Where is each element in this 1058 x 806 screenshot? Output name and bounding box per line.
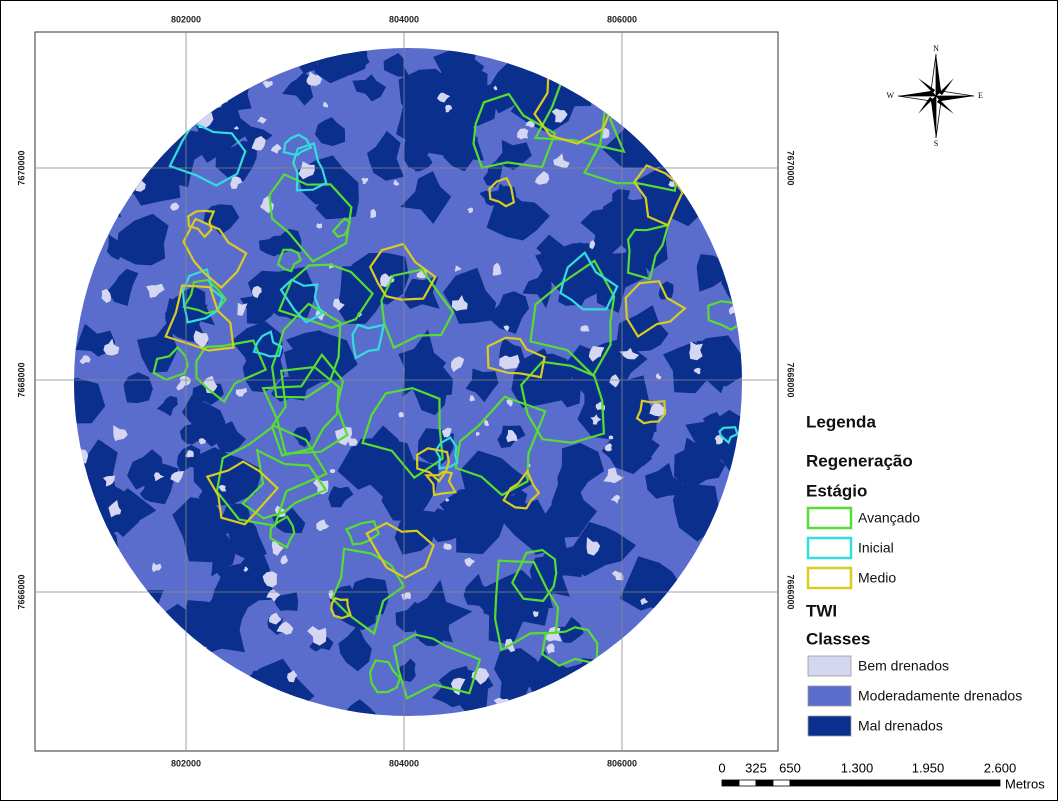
x-coord-label: 806000 [607,14,637,24]
compass-e: E [978,91,983,100]
scale-segment [790,780,857,786]
well-drained-patch [609,436,614,440]
scale-segment [756,780,773,786]
y-coord-label: 7670000 [786,150,796,185]
legend-swatch [808,686,851,706]
scale-label: 650 [779,760,801,775]
y-coord-label: 7668000 [786,362,796,397]
scale-segment [857,780,928,786]
legend-subgroup: Estágio [806,481,867,500]
scale-segment [739,780,756,786]
map-page: 802000 802000 804000 804000 806000 806000 7670… [0,0,1058,801]
x-coord-label: 804000 [389,14,419,24]
legend-subgroup: Classes [806,629,870,648]
legend-label: Avançado [858,510,920,526]
scale-unit: Metros [1005,776,1045,791]
legend-label: Bem drenados [858,658,949,674]
legend-label: Medio [858,570,896,586]
y-coord-label: 7666000 [786,574,796,609]
y-coord-label: 7666000 [16,574,26,609]
compass-n: N [933,44,939,53]
scale-label: 0 [718,760,725,775]
legend-label: Inicial [858,540,894,556]
y-coord-label: 7668000 [16,362,26,397]
legend-swatch [808,716,851,736]
legend-swatch [808,656,851,676]
scale-label: 325 [745,760,767,775]
scale-label: 1.300 [841,760,874,775]
legend-label: Mal drenados [858,718,943,734]
legend-group: TWI [806,601,837,620]
legend-label: Moderadamente drenados [858,688,1022,704]
compass-s: S [934,139,938,148]
x-coord-label: 804000 [389,758,419,768]
scale-label: 1.950 [912,760,945,775]
x-coord-label: 802000 [171,14,201,24]
scale-segment [773,780,790,786]
compass-w: W [886,91,894,100]
scale-segment [722,780,739,786]
y-coord-label: 7670000 [16,150,26,185]
x-coord-label: 802000 [171,758,201,768]
scale-segment [928,780,1000,786]
legend-title: Legenda [806,412,876,431]
legend-group: Regeneração [806,451,913,470]
x-coord-label: 806000 [607,758,637,768]
scale-label: 2.600 [984,760,1017,775]
